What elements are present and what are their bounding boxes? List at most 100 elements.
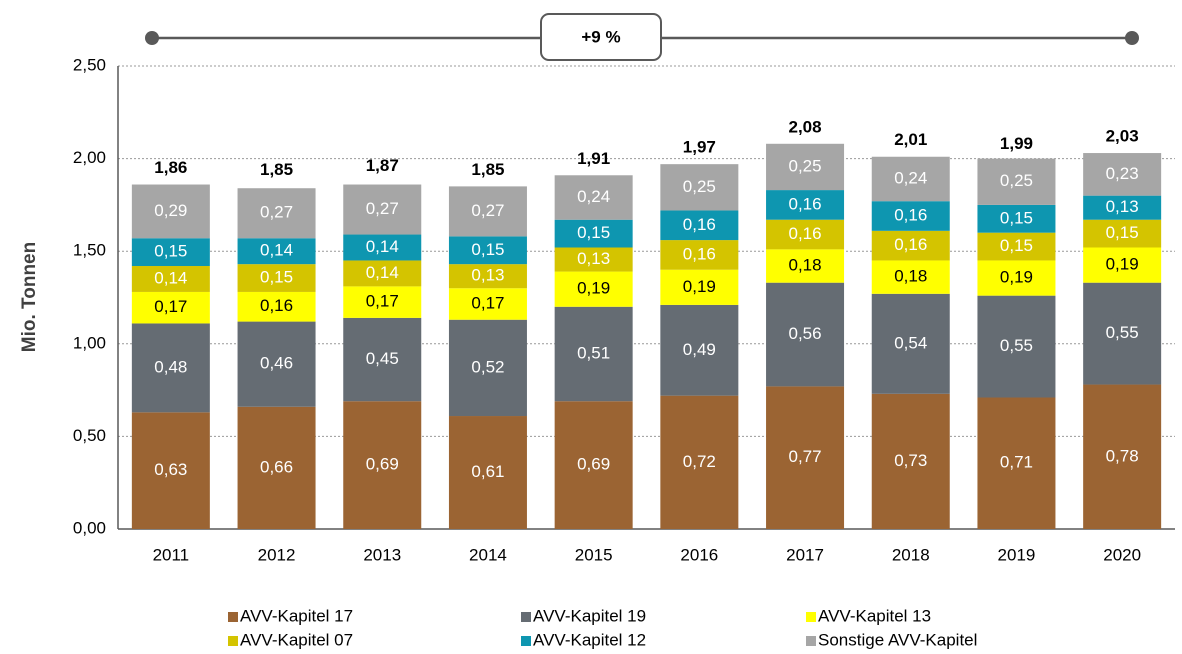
- data-label: 0,19: [683, 277, 716, 296]
- bar-segment: [660, 269, 739, 305]
- bar-segment: [871, 230, 950, 261]
- data-label: 0,71: [1000, 453, 1033, 472]
- bar-segment: [237, 188, 316, 239]
- bar-segment: [766, 249, 845, 283]
- bar-segment: [660, 210, 739, 241]
- data-label: 0,29: [154, 201, 187, 220]
- bar-segment: [343, 234, 422, 261]
- data-label: 0,55: [1106, 323, 1139, 342]
- data-label: 0,45: [366, 349, 399, 368]
- y-tick-label: 1,00: [73, 333, 106, 352]
- bar-segment: [448, 416, 527, 529]
- bar-segment: [766, 143, 845, 191]
- data-label: 0,14: [260, 241, 293, 260]
- bar-segment: [131, 238, 210, 267]
- x-tick-label: 2020: [1103, 545, 1141, 564]
- bar-segment: [343, 260, 422, 287]
- data-label: 0,25: [1000, 171, 1033, 190]
- data-label: 0,19: [1106, 255, 1139, 274]
- bar-segment: [1083, 153, 1162, 196]
- bar-segment: [871, 156, 950, 202]
- x-tick-label: 2018: [892, 545, 930, 564]
- bar-segment: [131, 412, 210, 529]
- bar-segment: [1083, 219, 1162, 248]
- bar-segment: [1083, 282, 1162, 385]
- x-tick-label: 2014: [469, 545, 507, 564]
- bar-segment: [343, 286, 422, 318]
- data-label: 0,46: [260, 354, 293, 373]
- legend-label: Sonstige AVV-Kapitel: [818, 630, 977, 649]
- data-label: 0,23: [1106, 164, 1139, 183]
- legend-swatch: [228, 636, 238, 646]
- x-tick-label: 2011: [153, 545, 190, 564]
- bar-segment: [977, 204, 1056, 233]
- total-label: 1,87: [366, 156, 399, 175]
- bar-segment: [1083, 384, 1162, 529]
- annotation-dot: [145, 31, 159, 45]
- data-label: 0,16: [789, 224, 822, 243]
- y-tick-label: 1,50: [73, 241, 106, 260]
- bar-segment: [554, 271, 633, 307]
- bar-segment: [977, 232, 1056, 261]
- legend-swatch: [806, 636, 816, 646]
- data-label: 0,54: [894, 333, 927, 352]
- y-tick-label: 0,50: [73, 426, 106, 445]
- bar-segment: [554, 247, 633, 272]
- x-tick-label: 2016: [680, 545, 718, 564]
- data-label: 0,51: [577, 343, 610, 362]
- bar-segment: [871, 393, 950, 529]
- data-label: 0,61: [471, 462, 504, 481]
- total-label: 1,85: [471, 160, 504, 179]
- bar-segment: [448, 186, 527, 237]
- data-label: 0,16: [683, 215, 716, 234]
- y-tick-label: 2,00: [73, 148, 106, 167]
- data-label: 0,72: [683, 452, 716, 471]
- bar-segment: [131, 291, 210, 324]
- legend-label: AVV-Kapitel 07: [240, 630, 353, 649]
- bar-segment: [131, 323, 210, 413]
- total-label: 1,97: [683, 138, 716, 157]
- data-label: 0,69: [366, 455, 399, 474]
- data-label: 0,14: [366, 263, 399, 282]
- data-label: 0,16: [260, 296, 293, 315]
- bar-segment: [237, 238, 316, 265]
- legend-swatch: [228, 612, 238, 622]
- y-axis-label: Mio. Tonnen: [19, 242, 40, 352]
- data-label: 0,15: [471, 240, 504, 259]
- bar-segment: [977, 397, 1056, 529]
- annotation-dot: [1125, 31, 1139, 45]
- data-label: 0,13: [577, 249, 610, 268]
- data-label: 0,77: [789, 447, 822, 466]
- bar-segment: [766, 386, 845, 529]
- bar-segment: [343, 317, 422, 402]
- bar-segment: [237, 291, 316, 322]
- total-label: 1,99: [1000, 134, 1033, 153]
- bar-segment: [871, 260, 950, 294]
- bar-segment: [660, 304, 739, 396]
- x-tick-label: 2017: [786, 545, 824, 564]
- data-label: 0,15: [1106, 223, 1139, 242]
- bar-segment: [554, 175, 633, 220]
- bar-segment: [237, 406, 316, 529]
- data-label: 0,17: [366, 292, 399, 311]
- data-label: 0,15: [154, 242, 187, 261]
- total-label: 2,03: [1106, 127, 1139, 146]
- x-tick-label: 2015: [575, 545, 613, 564]
- bar-segment: [977, 158, 1056, 205]
- bar-segment: [766, 190, 845, 220]
- data-label: 0,19: [1000, 268, 1033, 287]
- bar-segment: [131, 184, 210, 239]
- total-label: 1,91: [577, 149, 610, 168]
- data-label: 0,13: [471, 266, 504, 285]
- data-label: 0,24: [577, 187, 610, 206]
- bar-segment: [448, 319, 527, 417]
- data-label: 0,13: [1106, 197, 1139, 216]
- x-tick-label: 2012: [258, 545, 296, 564]
- bar-segment: [766, 219, 845, 250]
- bar-segment: [237, 321, 316, 407]
- bar-segment: [766, 282, 845, 387]
- data-label: 0,78: [1106, 446, 1139, 465]
- data-label: 0,16: [683, 244, 716, 263]
- data-label: 0,49: [683, 340, 716, 359]
- bar-segment: [871, 293, 950, 394]
